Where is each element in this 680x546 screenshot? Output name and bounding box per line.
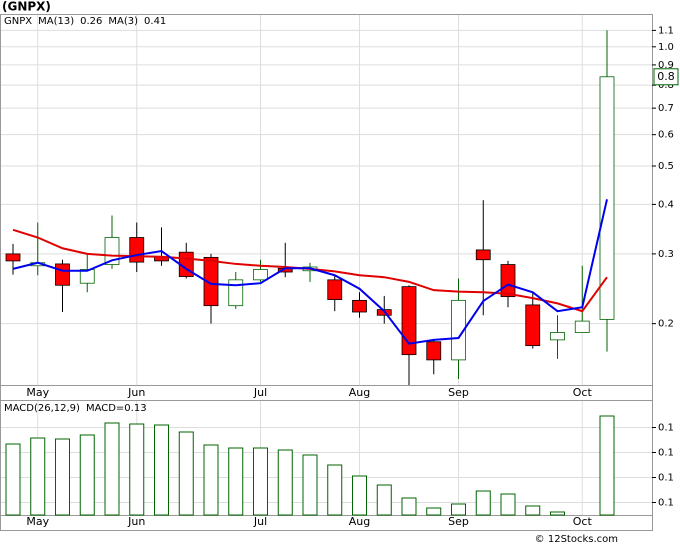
macd-bar [599, 415, 615, 516]
macd-bar [401, 497, 417, 516]
chart-title: (GNPX) [2, 0, 51, 14]
x-tick-label: May [26, 515, 49, 528]
macd-bar [79, 434, 95, 516]
legend-value: MACD=0.13 [86, 403, 147, 414]
y-tick-label: 0.7 [658, 103, 674, 114]
candle-body [228, 279, 244, 307]
y-tick-label: 0.3 [658, 249, 674, 260]
legend-ticker: GNPX [4, 16, 32, 27]
x-tick-label: Aug [349, 515, 370, 528]
y-tick-label: 0.9 [658, 60, 674, 71]
macd-panel-frame [0, 400, 653, 531]
macd-bar [475, 490, 491, 516]
macd-bar [30, 437, 46, 516]
y-tick-label: 1.1 [658, 25, 674, 36]
macd-bar [104, 422, 120, 516]
macd-bar [525, 505, 541, 516]
candle-body [475, 249, 491, 261]
macd-bar [277, 449, 293, 516]
candle-body [253, 269, 268, 281]
macd-bar [154, 424, 169, 516]
macd-bar [228, 447, 244, 516]
candle-body [599, 76, 615, 320]
macd-bar [550, 511, 565, 516]
candle-body [203, 256, 219, 307]
x-tick-label: Sep [448, 386, 469, 399]
y-tick-label: 0.2 [658, 319, 674, 330]
y-tick-label: 1.0 [658, 42, 674, 53]
y-tick-label: 0.8 [658, 80, 674, 91]
y-tick-label: 0.1 [658, 448, 674, 459]
y-tick-label: 0.1 [658, 498, 674, 509]
candle-body [525, 304, 541, 347]
candle-body [79, 269, 95, 284]
candle-body [352, 299, 367, 313]
macd-bar [203, 444, 219, 516]
x-tick-label: Aug [349, 386, 370, 399]
legend-value: 0.41 [144, 16, 166, 27]
macd-bar [327, 464, 343, 516]
candle-body [327, 279, 343, 301]
macd-bar [302, 454, 318, 516]
candle-body [550, 332, 565, 341]
macd-bar [500, 493, 516, 516]
legend-title: MACD(26,12,9) [4, 403, 80, 414]
macd-bar [253, 447, 268, 516]
candle-body [5, 253, 21, 262]
last-price-label: 0.8 [657, 70, 675, 83]
ma-line [12, 199, 608, 345]
candle-body [451, 299, 466, 361]
macd-bar [55, 438, 70, 516]
legend-value: 0.26 [80, 16, 102, 27]
macd-bar [451, 503, 466, 516]
macd-bar [5, 443, 21, 516]
candle-body [500, 264, 516, 298]
x-tick-label: Sep [448, 515, 469, 528]
x-tick-label: Oct [573, 386, 593, 399]
macd-bar [178, 431, 194, 516]
x-tick-label: Oct [573, 515, 593, 528]
y-tick-label: 0.4 [658, 199, 674, 210]
y-tick-label: 0.6 [658, 130, 674, 141]
y-tick-label: 0.5 [658, 161, 674, 172]
candle-body [104, 237, 120, 265]
x-tick-label: Jul [253, 386, 267, 399]
macd-bar [129, 423, 145, 516]
legend-entry: MA(13) [38, 16, 74, 27]
y-tick-label: 0.1 [658, 423, 674, 434]
x-tick-label: Jul [253, 515, 267, 528]
x-tick-label: Jun [127, 386, 145, 399]
legend-entry: MA(3) [108, 16, 138, 27]
y-tick-label: 0.1 [658, 473, 674, 484]
macd-bar [376, 484, 392, 516]
candle-body [426, 341, 442, 361]
x-tick-label: Jun [127, 515, 145, 528]
candle-body [574, 320, 590, 333]
candle-body [55, 263, 70, 286]
candle-body [129, 237, 145, 263]
macd-bar [426, 507, 442, 516]
price-panel-frame [0, 14, 653, 401]
macd-bar [352, 475, 367, 516]
x-tick-label: May [26, 386, 49, 399]
footer: © 12Stocks.com [535, 534, 618, 545]
last-price-box [653, 68, 679, 86]
